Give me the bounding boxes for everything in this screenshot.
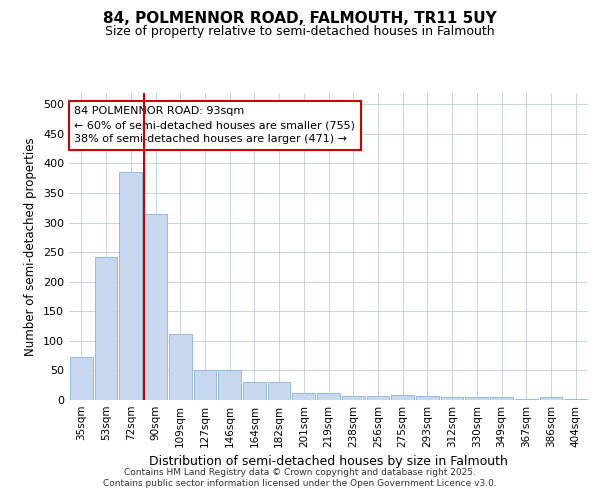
Bar [466,397,488,400]
Bar [539,397,562,400]
Bar [490,397,513,400]
Bar [169,334,191,400]
Text: 84 POLMENNOR ROAD: 93sqm
← 60% of semi-detached houses are smaller (755)
38% of : 84 POLMENNOR ROAD: 93sqm ← 60% of semi-d… [74,106,355,144]
X-axis label: Distribution of semi-detached houses by size in Falmouth: Distribution of semi-detached houses by … [149,456,508,468]
Bar [367,396,389,400]
Bar [515,399,538,400]
Bar [144,214,167,400]
Bar [243,382,266,400]
Text: 84, POLMENNOR ROAD, FALMOUTH, TR11 5UY: 84, POLMENNOR ROAD, FALMOUTH, TR11 5UY [103,11,497,26]
Bar [194,370,216,400]
Text: Size of property relative to semi-detached houses in Falmouth: Size of property relative to semi-detach… [105,25,495,38]
Bar [416,396,439,400]
Bar [119,172,142,400]
Text: Contains HM Land Registry data © Crown copyright and database right 2025.
Contai: Contains HM Land Registry data © Crown c… [103,468,497,487]
Bar [268,382,290,400]
Bar [218,370,241,400]
Bar [391,396,414,400]
Bar [70,358,93,400]
Bar [342,396,365,400]
Bar [95,257,118,400]
Y-axis label: Number of semi-detached properties: Number of semi-detached properties [25,137,37,356]
Bar [564,399,587,400]
Bar [441,397,463,400]
Bar [317,393,340,400]
Bar [292,393,315,400]
